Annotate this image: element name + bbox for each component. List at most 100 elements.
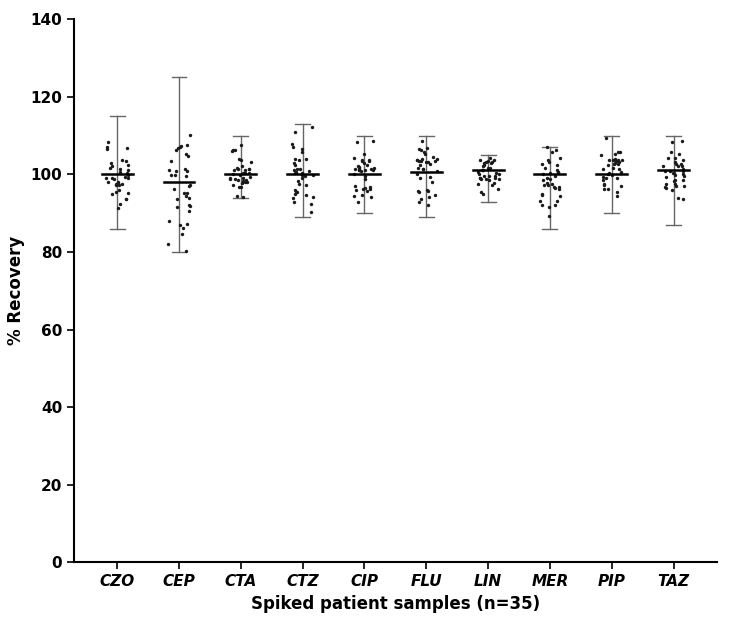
Point [672,161,684,171]
Point [611,173,623,183]
Point [419,149,431,159]
Point [237,176,249,186]
Point [613,156,624,166]
Point [418,147,430,157]
Point [234,181,245,192]
Point [550,183,562,193]
Point [670,159,682,169]
Point [431,166,443,176]
Point [121,168,133,178]
Point [350,164,361,174]
Point [241,177,253,187]
Point [676,135,688,146]
Point [478,157,490,167]
Point [479,160,491,170]
Point [183,181,195,191]
Point [184,201,196,211]
Point [670,157,681,167]
Point [227,169,239,180]
Point [287,142,299,152]
Point [183,199,195,210]
Point [423,157,435,167]
Point [180,171,192,181]
Point [417,164,429,174]
Point [291,164,303,174]
Point [348,191,360,201]
Point [667,168,678,178]
Point [245,157,257,167]
Point [184,130,196,140]
Point [542,211,554,221]
Point [294,164,306,174]
Point [536,189,548,199]
Point [489,173,501,183]
Point [660,180,672,190]
Point [554,184,565,194]
Point [104,163,116,173]
Point [677,175,689,185]
Point [545,179,557,189]
Point [122,169,134,180]
Point [166,170,177,180]
Point [664,166,676,176]
Point [174,220,185,230]
Point [102,137,114,147]
Point [596,150,607,160]
Point [291,187,303,197]
Point [553,182,565,192]
Point [352,161,364,171]
Point [477,164,488,174]
Point [613,164,625,174]
Point [304,206,316,217]
Point [483,171,495,181]
Point [554,153,566,163]
Point [113,180,125,190]
Point [424,172,436,182]
Point [106,160,118,171]
Point [181,188,193,198]
Point [477,160,488,171]
Point [108,174,120,185]
Point [228,166,240,176]
Point [242,164,254,174]
Point [306,121,318,132]
Point [483,163,494,173]
Point [359,182,371,192]
Point [485,158,497,168]
Point [608,158,620,169]
Point [615,167,627,178]
Point [353,162,365,173]
Point [597,164,609,174]
Point [538,180,550,190]
Point [116,155,128,165]
Point [676,160,688,171]
Point [661,183,672,193]
Point [359,174,371,184]
Point [668,167,680,178]
Point [422,186,434,196]
Point [551,196,563,206]
Point [551,160,563,170]
Point [478,171,490,181]
Point [546,147,558,157]
Point [122,173,134,183]
Point [113,185,125,196]
Point [300,180,312,190]
Point [349,181,361,191]
Point [667,185,678,195]
Point [179,164,191,174]
Point [122,188,134,198]
Point [475,187,487,197]
Point [180,166,192,176]
Point [415,194,427,204]
Point [412,155,423,166]
Point [358,158,370,168]
Point [180,190,192,201]
Point [112,203,123,213]
Point [489,171,501,181]
Point [229,174,241,184]
Point [539,163,551,173]
Point [175,141,187,151]
Point [554,191,565,201]
Point [114,167,126,178]
